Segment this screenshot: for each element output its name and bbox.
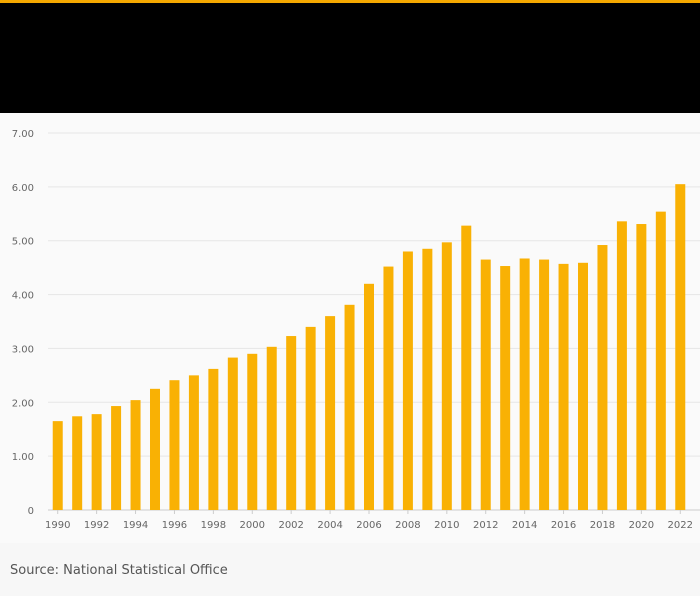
x-tick-label: 2016	[551, 520, 576, 531]
x-tick-label: 1998	[201, 520, 226, 531]
bar-2021	[655, 211, 666, 510]
bar-1997	[188, 375, 199, 510]
bar-1995	[150, 388, 160, 510]
bar-2006	[364, 283, 374, 510]
bar-2016	[558, 263, 569, 510]
bar-2014	[519, 258, 530, 510]
x-tick-label: 2020	[629, 520, 654, 531]
bar-2017	[578, 262, 588, 510]
x-tick-label: 1996	[162, 520, 187, 531]
y-tick-label: 2.00	[12, 398, 34, 409]
x-tick-label: 2022	[668, 520, 693, 531]
x-tick-label: 2012	[473, 520, 498, 531]
bar-1994	[130, 400, 141, 510]
y-tick-label: 0	[28, 506, 34, 517]
bar-2019	[616, 221, 627, 510]
bar-2002	[286, 336, 297, 510]
bar-2018	[597, 245, 608, 510]
bar-1998	[208, 368, 219, 510]
y-tick-label: 3.00	[12, 344, 34, 355]
y-tick-label: 4.00	[12, 291, 34, 302]
x-tick-label: 1992	[84, 520, 109, 531]
bar-1996	[169, 380, 180, 510]
y-tick-label: 6.00	[12, 183, 34, 194]
header-band	[0, 3, 700, 113]
bar-1990	[52, 421, 63, 510]
bar-2022	[675, 184, 686, 510]
bar-2011	[461, 225, 472, 510]
x-tick-label: 2018	[590, 520, 615, 531]
x-tick-label: 2006	[356, 520, 381, 531]
bar-2003	[305, 326, 316, 510]
top-accent-bar	[0, 0, 700, 3]
bar-2020	[636, 224, 647, 511]
bar-1992	[91, 414, 102, 510]
x-tick-label: 1994	[123, 520, 148, 531]
bar-2005	[344, 304, 355, 510]
y-tick-label: 5.00	[12, 237, 34, 248]
bar-2004	[325, 316, 336, 510]
x-tick-label: 2008	[395, 520, 420, 531]
bar-2013	[500, 266, 511, 510]
y-tick-label: 1.00	[12, 452, 34, 463]
bar-2001	[266, 346, 277, 510]
bar-2008	[402, 251, 413, 510]
bar-2015	[539, 259, 550, 510]
x-tick-label: 2002	[278, 520, 303, 531]
bar-2012	[480, 259, 491, 510]
bar-2010	[441, 242, 452, 510]
bar-2007	[383, 266, 394, 510]
y-tick-label: 7.00	[12, 129, 34, 140]
x-tick-label: 1990	[45, 520, 70, 531]
bar-1991	[72, 416, 83, 510]
x-tick-label: 2014	[512, 520, 537, 531]
bar-1999	[227, 357, 238, 510]
bar-1993	[111, 406, 122, 510]
bar-chart: 0 1.00 2.00 3.00 4.00 5.00 6.00 7.00 1990 1992 199…	[12, 129, 700, 531]
chart-area: 0 1.00 2.00 3.00 4.00 5.00 6.00 7.00 1990 1992 199…	[0, 113, 700, 543]
bar-2000	[247, 353, 258, 510]
x-tick-label: 2004	[317, 520, 342, 531]
x-tick-label: 2010	[434, 520, 459, 531]
bar-2009	[422, 248, 433, 511]
x-tick-label: 2000	[240, 520, 265, 531]
source-note: Source: National Statistical Office	[10, 563, 228, 578]
